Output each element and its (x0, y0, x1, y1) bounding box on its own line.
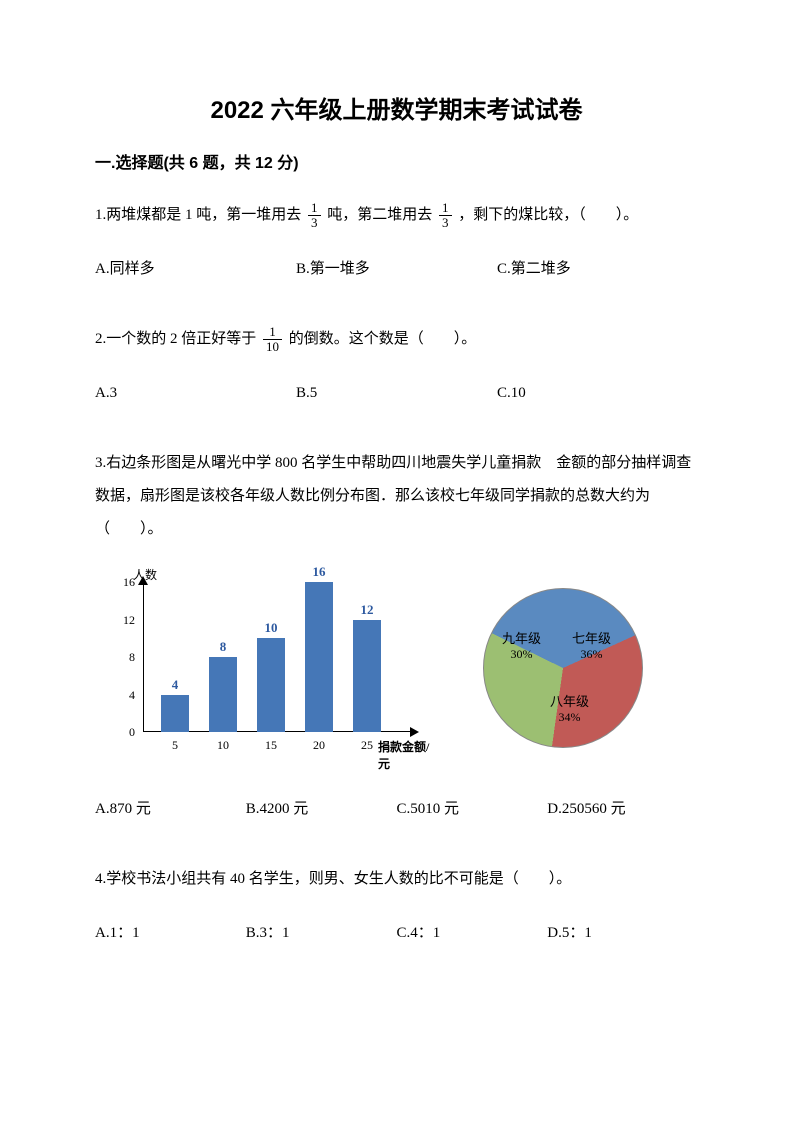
q1-frac2-num: 1 (439, 201, 452, 216)
charts-row: 人数 捐款金额/元 048121645810101516201225 七年级36… (95, 570, 698, 770)
bar (305, 582, 333, 732)
q4-option-b: B.3：1 (246, 920, 397, 947)
q3-option-c: C.5010 元 (397, 796, 548, 823)
bar-x-tick: 15 (257, 738, 285, 753)
bar (209, 657, 237, 732)
q1-text-a: 1.两堆煤都是 1 吨，第一堆用去 (95, 207, 301, 223)
q2-text-a: 2.一个数的 2 倍正好等于 (95, 331, 256, 347)
q1-fraction-1: 1 3 (308, 201, 321, 229)
q3-options: A.870 元 B.4200 元 C.5010 元 D.250560 元 (95, 796, 698, 823)
bar-y-tick: 12 (115, 613, 135, 628)
q4-option-c: C.4：1 (397, 920, 548, 947)
bar (257, 638, 285, 732)
bar-value-label: 16 (305, 564, 333, 580)
pie-slice-label: 九年级30% (502, 631, 541, 662)
bar-x-tick: 5 (161, 738, 189, 753)
bar-value-label: 12 (353, 602, 381, 618)
bar-y-tick: 4 (115, 688, 135, 703)
q3-option-d: D.250560 元 (547, 796, 698, 823)
q2-frac-num: 1 (263, 325, 282, 340)
bar-value-label: 4 (161, 677, 189, 693)
q3-option-a: A.870 元 (95, 796, 246, 823)
donation-bar-chart: 人数 捐款金额/元 048121645810101516201225 (103, 570, 433, 770)
q4-options: A.1：1 B.3：1 C.4：1 D.5：1 (95, 920, 698, 947)
q3-option-b: B.4200 元 (246, 796, 397, 823)
q4-option-a: A.1：1 (95, 920, 246, 947)
q1-options: A.同样多 B.第一堆多 C.第二堆多 (95, 256, 698, 283)
q1-text-c: ，剩下的煤比较，（ ）。 (458, 207, 638, 223)
q2-options: A.3 B.5 C.10 (95, 380, 698, 407)
bar-value-label: 10 (257, 620, 285, 636)
q1-option-b: B.第一堆多 (296, 256, 497, 283)
bar-x-tick: 20 (305, 738, 333, 753)
section1-header: 一.选择题(共 6 题，共 12 分) (95, 149, 698, 173)
q1-fraction-2: 1 3 (439, 201, 452, 229)
bar-y-tick: 16 (115, 575, 135, 590)
q1-frac1-num: 1 (308, 201, 321, 216)
q1-text-b: 吨，第二堆用去 (327, 207, 432, 223)
q2-text-b: 的倒数。这个数是（ ）。 (289, 331, 477, 347)
bar-y-tick: 0 (115, 725, 135, 740)
bar-x-axis-title: 捐款金额/元 (378, 738, 433, 772)
q2-option-c: C.10 (497, 380, 698, 407)
question-3: 3.右边条形图是从曙光中学 800 名学生中帮助四川地震失学儿童捐款 金额的部分… (95, 447, 698, 546)
bar-x-tick: 25 (353, 738, 381, 753)
bar-value-label: 8 (209, 639, 237, 655)
x-axis-arrow-icon (410, 727, 419, 737)
q1-option-a: A.同样多 (95, 256, 296, 283)
bar-x-tick: 10 (209, 738, 237, 753)
question-2: 2.一个数的 2 倍正好等于 1 10 的倒数。这个数是（ ）。 (95, 323, 698, 356)
q1-frac2-den: 3 (439, 216, 452, 230)
question-1: 1.两堆煤都是 1 吨，第一堆用去 1 3 吨，第二堆用去 1 3 ，剩下的煤比… (95, 199, 698, 232)
q1-frac1-den: 3 (308, 216, 321, 230)
bar (353, 620, 381, 733)
page-title: 2022 六年级上册数学期末考试试卷 (95, 90, 698, 125)
pie-slice-label: 八年级34% (550, 694, 589, 725)
q2-option-a: A.3 (95, 380, 296, 407)
q2-fraction: 1 10 (263, 325, 282, 353)
pie-slice-label: 七年级36% (572, 631, 611, 662)
q1-option-c: C.第二堆多 (497, 256, 698, 283)
bar (161, 695, 189, 733)
q4-option-d: D.5：1 (547, 920, 698, 947)
bar-y-tick: 8 (115, 650, 135, 665)
question-4: 4.学校书法小组共有 40 名学生，则男、女生人数的比不可能是（ ）。 (95, 863, 698, 896)
q2-frac-den: 10 (263, 340, 282, 354)
q2-option-b: B.5 (296, 380, 497, 407)
grade-pie-chart: 七年级36% 八年级34% 九年级30% (483, 588, 643, 748)
